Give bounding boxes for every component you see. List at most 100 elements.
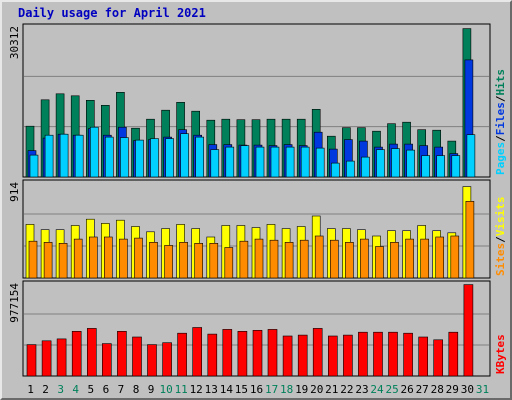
y-max-label-hits-files-pages: 30312 [8, 26, 21, 59]
bar-sites [254, 238, 264, 279]
bar-pages [74, 134, 84, 178]
bar-kbytes [192, 327, 202, 377]
bar-pages [466, 134, 476, 178]
x-tick-label: 9 [148, 383, 155, 396]
x-tick-label: 22 [340, 383, 353, 396]
bar-kbytes [177, 332, 187, 377]
bar-kbytes [433, 339, 444, 377]
x-tick-label: 26 [400, 383, 413, 396]
bar-sites [390, 242, 399, 279]
bar-sites [164, 245, 173, 279]
bar-pages [391, 148, 400, 178]
bar-pages [346, 160, 355, 178]
bar-pages [330, 162, 340, 178]
bar-kbytes [117, 330, 127, 377]
legend-item-visits: Visits [494, 197, 507, 237]
x-tick-label: 12 [190, 383, 203, 396]
bar-sites [58, 243, 68, 279]
bar-pages [451, 155, 461, 178]
bar-sites [375, 246, 384, 279]
x-tick-label: 15 [235, 383, 248, 396]
legend-separator: / [494, 135, 507, 142]
legend-visits-sites: Sites/Visits [494, 197, 507, 277]
bar-kbytes [358, 331, 368, 377]
bar-sites [43, 242, 53, 279]
bar-sites [89, 236, 98, 279]
bar-pages [436, 155, 446, 178]
legend-separator: / [494, 236, 507, 243]
x-tick-label: 4 [72, 383, 79, 396]
legend-item-hits: Hits [494, 69, 507, 96]
bar-pages [105, 136, 114, 178]
bar-pages [29, 154, 39, 178]
legend-item-pages: Pages [494, 142, 507, 175]
bar-pages [300, 146, 310, 178]
bar-pages [195, 136, 204, 178]
x-tick-label: 3 [57, 383, 64, 396]
bar-kbytes [343, 334, 353, 377]
bar-kbytes [267, 329, 278, 377]
bar-sites [450, 235, 460, 279]
legend-kbytes: KBytes [494, 334, 507, 374]
bar-pages [406, 149, 415, 178]
bar-pages [165, 138, 174, 178]
x-tick-label: 6 [103, 383, 110, 396]
bar-pages [59, 133, 69, 178]
bar-pages [315, 147, 325, 178]
bar-pages [376, 149, 385, 178]
bar-sites [405, 238, 414, 279]
x-tick-label: 27 [416, 383, 429, 396]
bar-kbytes [132, 336, 142, 377]
bar-kbytes [237, 330, 248, 377]
x-tick-label: 23 [355, 383, 368, 396]
bar-pages [421, 155, 431, 178]
x-tick-label: 16 [250, 383, 263, 396]
bar-sites [420, 238, 430, 279]
bar-kbytes [26, 344, 37, 377]
bar-kbytes [282, 335, 293, 377]
bar-sites [269, 239, 279, 279]
chart-title: Daily usage for April 2021 [18, 6, 206, 20]
x-tick-label: 1 [27, 383, 34, 396]
bar-kbytes [41, 340, 52, 377]
bar-kbytes [252, 329, 263, 377]
bar-kbytes [297, 334, 308, 377]
bar-kbytes [418, 336, 429, 377]
x-tick-label: 8 [133, 383, 140, 396]
bar-pages [210, 149, 220, 178]
bar-pages [90, 126, 99, 178]
bar-pages [44, 134, 54, 178]
bar-kbytes [71, 330, 82, 377]
x-tick-label: 13 [205, 383, 218, 396]
x-tick-label: 30 [461, 383, 474, 396]
bar-sites [179, 242, 188, 279]
legend-item-sites: Sites [494, 243, 507, 276]
x-tick-label: 31 [476, 383, 489, 396]
y-max-label-visits-sites: 914 [8, 182, 21, 202]
bar-pages [361, 156, 370, 178]
bar-sites [239, 240, 249, 279]
bar-pages [150, 138, 159, 178]
bar-sites [435, 236, 445, 279]
bar-pages [270, 146, 280, 178]
bar-pages [255, 146, 265, 178]
bar-sites [299, 239, 309, 279]
y-max-label-kbytes: 977154 [8, 283, 21, 323]
bar-sites [134, 237, 143, 279]
bar-kbytes [207, 333, 218, 377]
x-tick-label: 11 [175, 383, 188, 396]
x-tick-label: 7 [118, 383, 125, 396]
bar-kbytes [102, 343, 112, 377]
bar-sites [314, 235, 324, 279]
bar-sites [28, 240, 38, 279]
bar-kbytes [448, 331, 459, 377]
bar-kbytes [147, 344, 157, 377]
legend-item-files: Files [494, 102, 507, 135]
x-tick-label: 10 [159, 383, 172, 396]
x-tick-label: 21 [325, 383, 338, 396]
bar-sites [149, 242, 158, 279]
bar-sites [104, 236, 113, 279]
x-tick-label: 2 [42, 383, 49, 396]
bar-kbytes [56, 338, 67, 377]
